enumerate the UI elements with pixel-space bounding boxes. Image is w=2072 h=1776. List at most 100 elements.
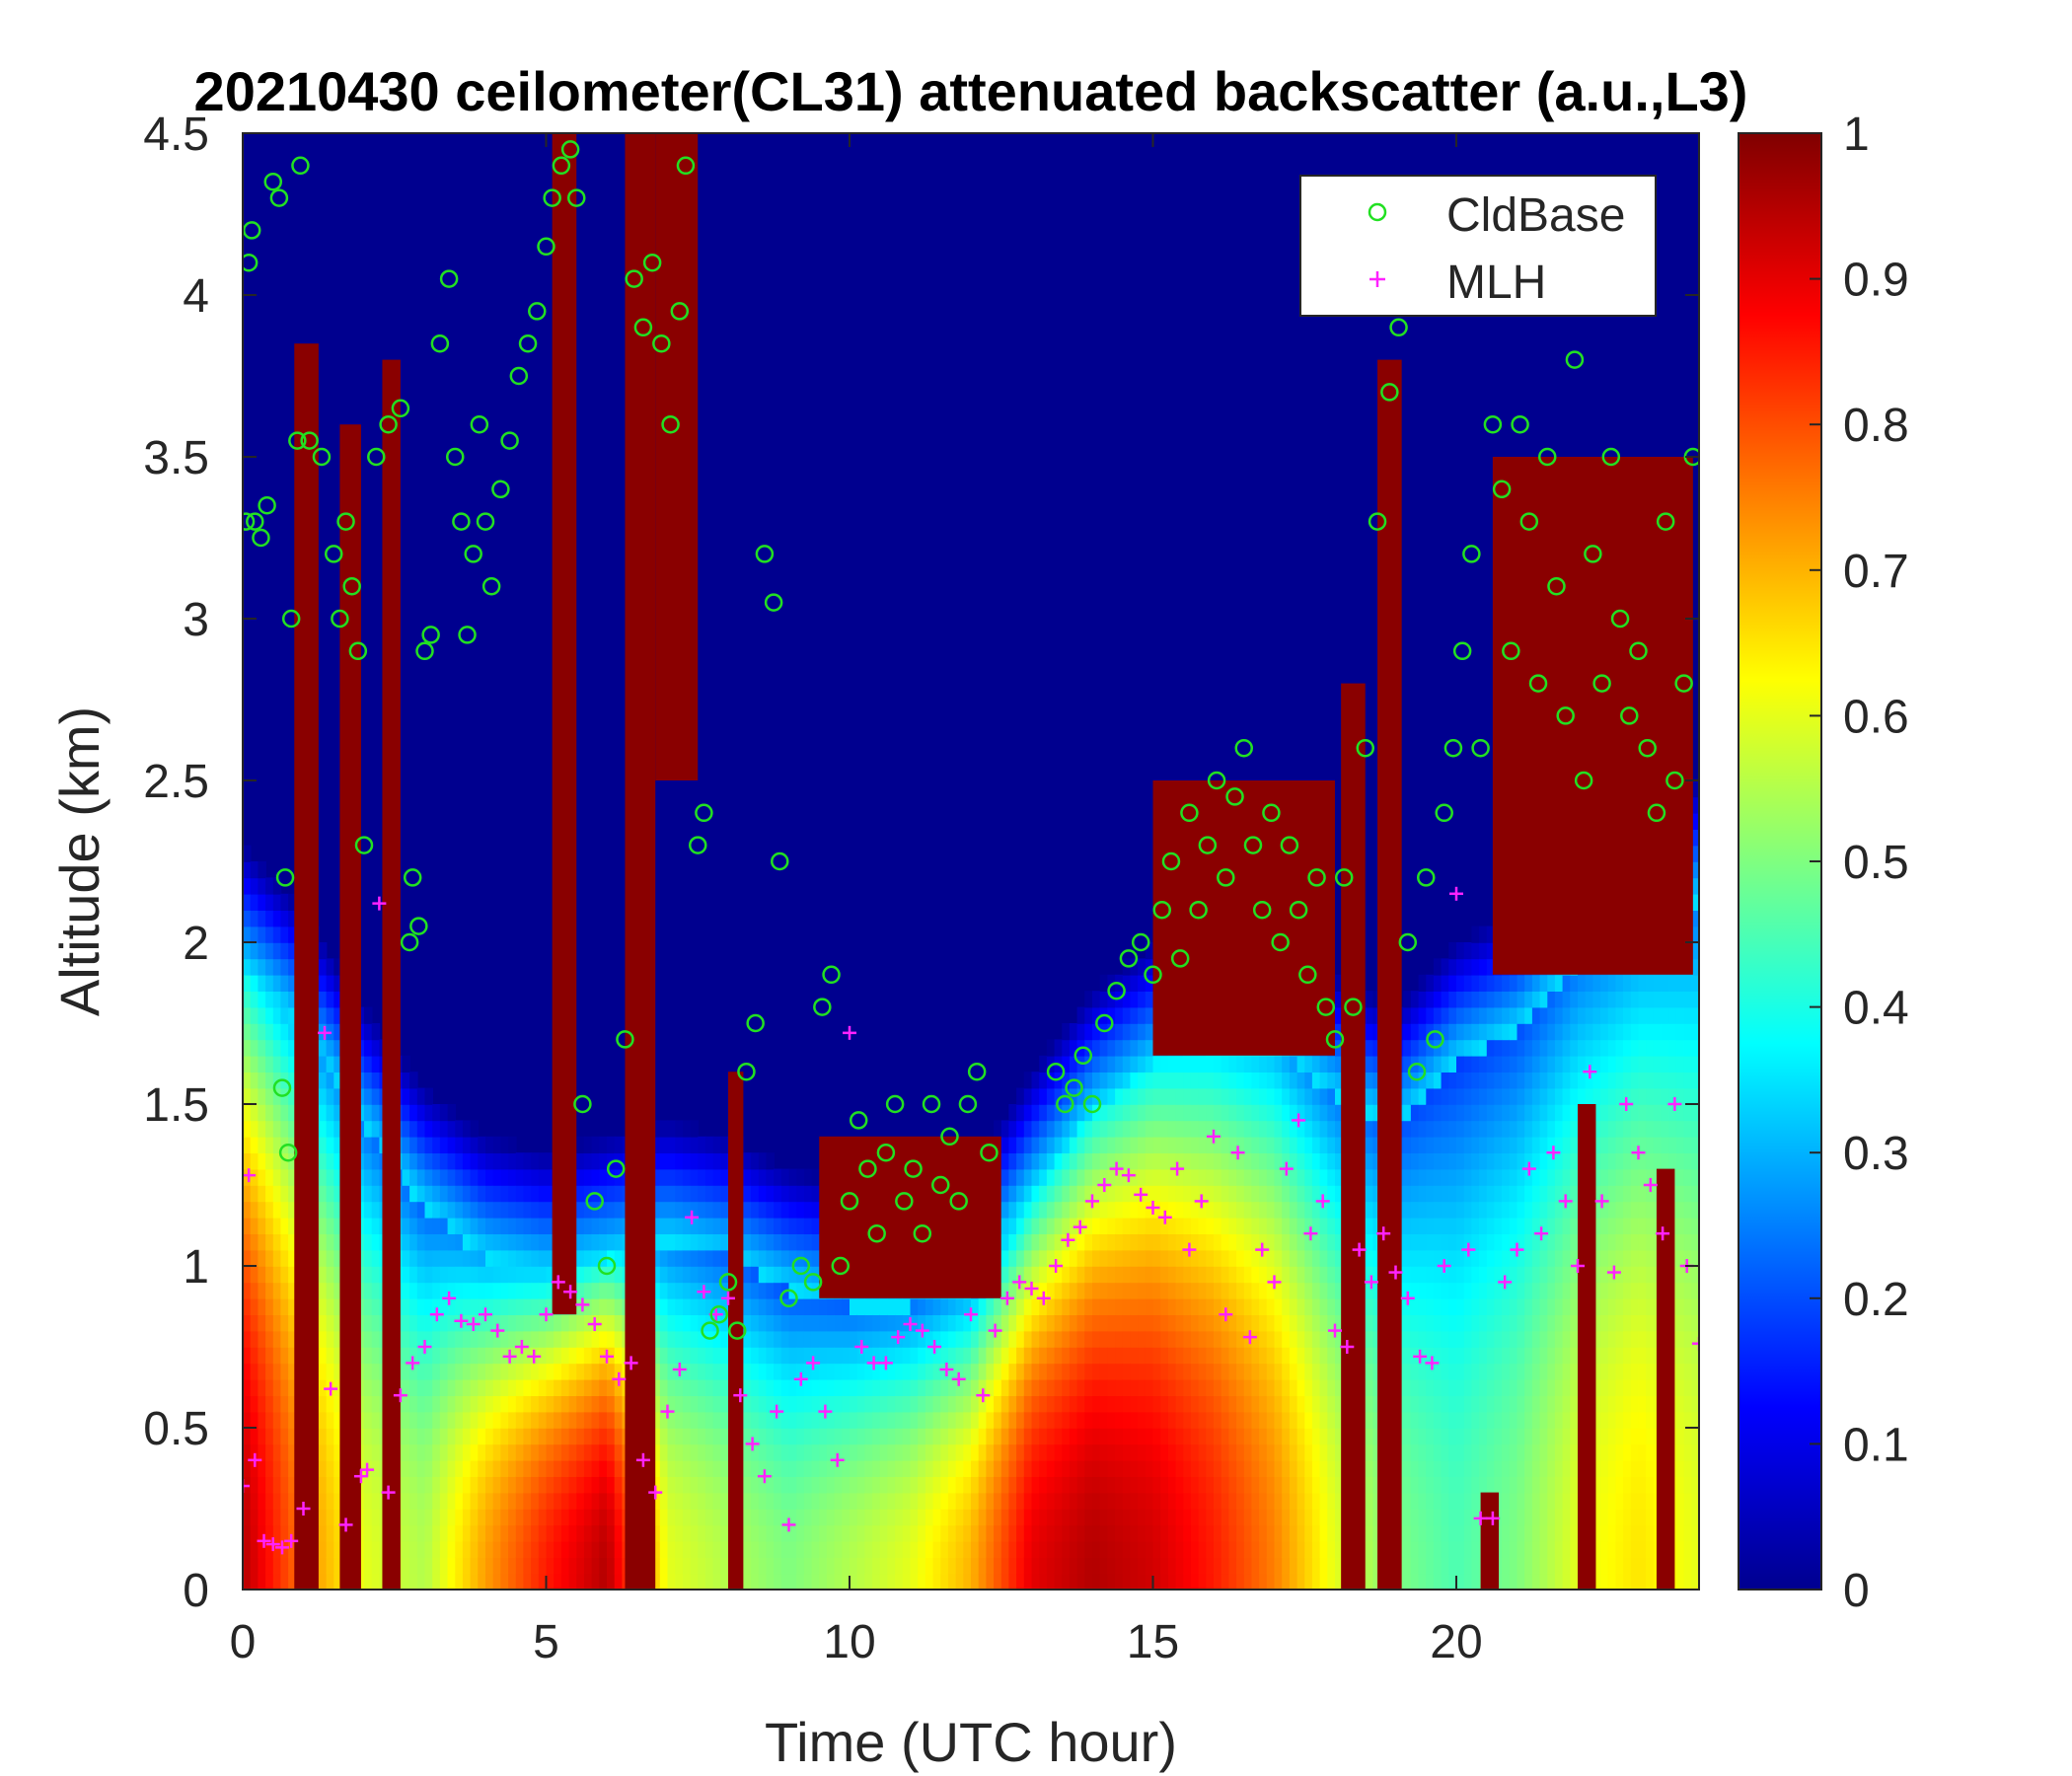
heatmap-cell xyxy=(1319,1459,1329,1477)
heatmap-cell xyxy=(243,910,252,927)
heatmap-cell xyxy=(364,1055,373,1073)
heatmap-cell xyxy=(1236,1428,1245,1445)
heatmap-cell xyxy=(1115,1524,1124,1542)
heatmap-cell xyxy=(1092,1104,1101,1122)
heatmap-cell xyxy=(607,1330,616,1348)
heatmap-cell xyxy=(583,1509,593,1526)
heatmap-cell xyxy=(538,1524,548,1542)
heatmap-cell xyxy=(439,1524,449,1542)
heatmap-cell xyxy=(515,1411,525,1429)
heatmap-cell xyxy=(364,1297,373,1315)
heatmap-cell xyxy=(424,1492,433,1510)
heatmap-cell xyxy=(554,1509,562,1526)
heatmap-cell xyxy=(462,1573,472,1590)
heatmap-cell xyxy=(1099,1540,1109,1558)
heatmap-cell xyxy=(470,1459,480,1477)
heatmap-cell xyxy=(1175,1524,1185,1542)
heatmap-cell xyxy=(720,1314,729,1332)
heatmap-cell xyxy=(932,1443,942,1461)
heatmap-cell xyxy=(546,1152,555,1170)
heatmap-cell xyxy=(1069,1540,1078,1558)
heatmap-cell xyxy=(1130,1540,1139,1558)
heatmap-cell xyxy=(1092,1152,1101,1170)
heatmap-cell xyxy=(1122,1492,1132,1510)
heatmap-cell xyxy=(955,1492,965,1510)
heatmap-cell xyxy=(1282,1428,1291,1445)
heatmap-cell xyxy=(1365,1249,1374,1267)
heatmap-cell xyxy=(1236,1411,1245,1429)
heatmap-cell xyxy=(1198,1476,1208,1494)
heatmap-cell xyxy=(424,1524,433,1542)
heatmap-cell xyxy=(652,1217,661,1234)
heatmap-cell xyxy=(978,1395,988,1413)
heatmap-cell xyxy=(1304,1395,1313,1413)
heatmap-cell xyxy=(1311,1055,1321,1073)
heatmap-cell xyxy=(1221,1540,1230,1558)
heatmap-cell xyxy=(766,1557,775,1575)
heatmap-cell xyxy=(462,1233,472,1251)
heatmap-cell xyxy=(1122,1006,1132,1024)
heatmap-cell xyxy=(758,1168,768,1186)
heatmap-cell xyxy=(1335,1006,1344,1024)
heatmap-cell xyxy=(318,974,328,992)
heatmap-cell xyxy=(1319,1347,1329,1365)
heatmap-cell xyxy=(1069,1524,1078,1542)
heatmap-cell xyxy=(850,1378,858,1396)
heatmap-cell xyxy=(500,1168,509,1186)
heatmap-cell xyxy=(932,1428,942,1445)
heatmap-cell xyxy=(447,1557,457,1575)
heatmap-cell xyxy=(856,1524,866,1542)
heatmap-cell xyxy=(364,1136,373,1153)
heatmap-cell xyxy=(1259,1185,1268,1203)
heatmap-cell xyxy=(690,1524,700,1542)
heatmap-cell xyxy=(1107,1185,1116,1203)
heatmap-cell xyxy=(288,925,297,943)
heatmap-cell xyxy=(447,1347,457,1365)
heatmap-cell xyxy=(272,1314,282,1332)
heatmap-cell xyxy=(796,1557,805,1575)
heatmap-cell xyxy=(1221,1087,1230,1105)
heatmap-cell xyxy=(758,1573,768,1590)
heatmap-cell xyxy=(515,1314,525,1332)
heatmap-cell xyxy=(667,1249,676,1267)
heatmap-cell xyxy=(1372,1378,1381,1396)
heatmap-cell xyxy=(1190,1492,1200,1510)
heatmap-cell xyxy=(478,1428,486,1445)
heatmap-cell xyxy=(1190,1524,1200,1542)
heatmap-cell xyxy=(947,1314,957,1332)
heatmap-cell xyxy=(955,1459,965,1477)
heatmap-cell xyxy=(272,1006,282,1024)
heatmap-cell xyxy=(1130,1152,1139,1170)
heatmap-cell xyxy=(318,1509,328,1526)
heatmap-cell xyxy=(963,1540,972,1558)
heatmap-cell xyxy=(1372,1297,1381,1315)
heatmap-cell xyxy=(554,1492,562,1510)
heatmap-cell xyxy=(743,1330,752,1348)
heatmap-cell xyxy=(1069,1428,1078,1445)
heatmap-cell xyxy=(675,1476,684,1494)
heatmap-cell xyxy=(478,1314,486,1332)
heatmap-cell xyxy=(439,1540,449,1558)
heatmap-cell xyxy=(826,1509,836,1526)
heatmap-cell xyxy=(576,1314,585,1332)
heatmap-cell xyxy=(940,1297,949,1315)
heatmap-cell xyxy=(318,1524,328,1542)
heatmap-cell xyxy=(364,1217,373,1234)
heatmap-cell xyxy=(850,1540,858,1558)
heatmap-cell xyxy=(1311,1104,1321,1122)
heatmap-cell xyxy=(675,1136,684,1153)
heatmap-cell xyxy=(560,1492,570,1510)
heatmap-cell xyxy=(1327,1363,1336,1380)
heatmap-cell xyxy=(508,1524,517,1542)
heatmap-cell xyxy=(1221,1168,1230,1186)
heatmap-cell xyxy=(568,1411,578,1429)
heatmap-cell xyxy=(1145,1217,1154,1234)
heatmap-cell xyxy=(1296,1233,1306,1251)
heatmap-cell xyxy=(1206,1297,1215,1315)
heatmap-cell xyxy=(523,1378,532,1396)
heatmap-cell xyxy=(994,1395,1002,1413)
heatmap-cell xyxy=(258,1330,266,1348)
heatmap-cell xyxy=(1122,1217,1132,1234)
heatmap-cell xyxy=(1175,1087,1185,1105)
heatmap-cell xyxy=(243,1363,252,1380)
